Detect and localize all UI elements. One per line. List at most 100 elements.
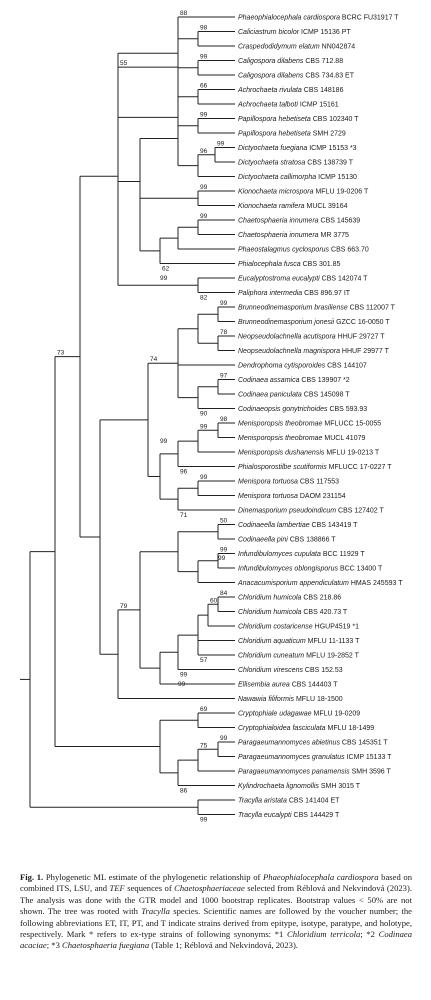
taxon-strain: DAOM 231154 [298,493,346,500]
taxon-label: Codinaeella lambertiae CBS 143419 T [238,522,358,529]
taxon-strain: HHUF 29977 T [340,348,390,355]
taxon-label: Nawawia filiformis MFLU 18-1500 [238,696,343,703]
taxon-label: Chloridium humicola CBS 218.86 [238,594,341,601]
taxon-species: Codinaea assamica [238,377,300,384]
taxon-label: Chaetosphaeria innumera MR 3775 [238,232,349,239]
taxon-strain: CBS 593.93 [328,406,368,413]
taxon-label: Achrochaeta talboti ICMP 15161 [237,101,339,108]
taxon-label: Dictyochaeta fuegiana ICMP 15153 *3 [238,145,357,152]
taxon-strain: MFLU 18-1500 [294,696,343,703]
taxon-strain: MFLUCC 15-0055 [322,420,381,427]
taxon-strain: HHUF 29727 T [336,333,386,340]
bootstrap-value: 71 [180,512,188,519]
taxon-species: Chloridium humicola [238,594,302,601]
tree-branches [20,16,235,815]
taxon-species: Codinaeopsis gonytrichoides [238,406,328,413]
taxon-strain: ICMP 15153 *3 [307,145,356,152]
bootstrap-value: 98 [220,416,228,423]
caption-synonym: Chloridium terricola [286,929,361,940]
taxon-species: Cryptophialoidea fasciculata [238,725,326,732]
bootstrap-value: 75 [200,742,208,749]
taxon-label: Ellisembia aurea CBS 144403 T [238,681,338,688]
taxon-label: Infundibulomyces oblongisporus BCC 13400… [238,565,383,572]
taxon-species: Chaetosphaeria innumera [238,217,319,224]
taxon-strain: CBS 734.83 ET [303,72,354,79]
figure-label: Fig. 1. [20,872,44,882]
figure-caption: Fig. 1. Phylogenetic ML estimate of the … [20,872,412,952]
bootstrap-value: 60 [210,597,218,604]
taxon-species: Phialosporostilbe scutiformis [238,464,327,471]
taxon-species: Eucalyptostroma eucalypti [238,275,320,282]
taxon-strain: ICMP 15130 [316,174,357,181]
taxon-label: Phialosporostilbe scutiformis MFLUCC 17-… [238,464,392,471]
taxon-strain: SMH 3015 T [319,783,361,790]
bootstrap-value: 99 [200,817,208,824]
taxon-species: Phaeophialocephala cardiospora [238,14,340,21]
taxon-strain: CBS 138739 T [305,159,353,166]
taxon-species: Phaeostalagmus cyclosporus [238,246,330,253]
taxon-species: Menispora tortuosa [238,478,298,485]
taxon-strain: MFLU 11-1133 T [306,638,360,645]
taxon-species: Kylindrochaeta lignomollis [238,783,319,790]
bootstrap-value: 69 [200,706,208,713]
taxon-label: Neopseudolachnella acutispora HHUF 29727… [238,333,385,340]
taxon-label: Codinaea assamica CBS 139907 *2 [238,377,350,384]
caption-genus-name: Tracylla [141,906,170,917]
taxon-species: Paliphora intermedia [238,290,302,297]
taxon-species: Nawawia filiformis [238,696,295,703]
caption-synonym: Codinaea acaciae [20,929,413,951]
bootstrap-value: 79 [120,603,128,610]
bootstrap-value: 99 [220,547,228,554]
taxon-label: Menisporopsis dushanensis MFLU 19-0213 T [238,449,380,456]
bootstrap-value: 99 [180,672,188,679]
taxon-species: Chloridium costaricense [238,623,313,630]
caption-text: (Table 1; Réblová and Nekvindová, 2023). [149,940,298,951]
caption-species-name: Phaeophialocephala cardiospora [263,872,379,882]
taxon-strain: CBS 420.73 T [301,609,348,616]
taxon-label: Phialocephala fusca CBS 301.85 [238,261,340,268]
taxon-strain: CBS 117553 [298,478,339,485]
taxon-species: Paragaeumannomyces abietinus [238,739,340,746]
taxon-strain: HMAS 245593 T [349,580,403,587]
taxon-strain: BCC 13400 T [338,565,383,572]
bootstrap-value: 99 [200,474,208,481]
taxon-species: Ellisembia aurea [238,681,290,688]
taxon-strain: CBS 144429 T [292,812,340,819]
taxon-species: Papillospora hebetiseta [238,116,311,123]
taxon-label: Eucalyptostroma eucalypti CBS 142074 T [238,275,368,282]
bootstrap-value: 82 [200,295,208,302]
taxon-species: Caligospora dilabens [238,58,304,65]
taxon-species: Dendrophoma cytisporoides [238,362,326,369]
taxon-strain: NN042874 [320,43,356,50]
taxon-strain: MUCL 41079 [322,435,365,442]
taxon-species: Menisporopsis theobromae [238,435,323,442]
caption-text: ; *3 [46,940,63,951]
taxon-label: Phaeophialocephala cardiospora BCRC FU31… [238,14,399,21]
taxon-species: Chaetosphaeria innumera [238,232,319,239]
taxon-species: Chloridium aquaticum [238,638,306,645]
taxon-strain: CBS 301.85 [301,261,341,268]
taxon-label: Cryptophialoidea fasciculata MFLU 18-149… [238,725,374,732]
taxon-strain: CBS 144403 T [290,681,338,688]
taxon-species: Paragaeumannomyces panamensis [238,768,350,775]
bootstrap-value: 99 [220,735,228,742]
taxon-label: Codinaea paniculata CBS 145098 T [238,391,350,398]
phylogenetic-tree: Phaeophialocephala cardiospora BCRC FU31… [20,10,403,824]
taxon-strain: CBS 143419 T [310,522,358,529]
bootstrap-value: 50 [220,518,228,525]
bootstrap-value: 74 [150,356,158,363]
taxon-strain: CBS 138866 T [288,536,336,543]
bootstrap-value: 86 [180,788,188,795]
taxon-strain: CBS 145351 T [340,739,388,746]
taxon-species: Dinemasporium pseudoindicum [238,507,336,514]
taxon-label: Paragaeumannomyces abietinus CBS 145351 … [238,739,388,746]
caption-text: species. Scientific names are followed b… [20,906,412,940]
taxon-species: Chloridium cuneatum [238,652,304,659]
bootstrap-value: 99 [160,438,168,445]
bootstrap-value: 97 [220,373,228,380]
taxon-strain: MFLU 19-2852 T [304,652,359,659]
taxon-species: Codinaeella pini [238,536,288,543]
taxon-label: Infundibulomyces cupulata BCC 11929 T [238,551,365,558]
taxon-strain: CBS 148186 [302,87,344,94]
taxon-species: Codinaeella lambertiae [238,522,310,529]
